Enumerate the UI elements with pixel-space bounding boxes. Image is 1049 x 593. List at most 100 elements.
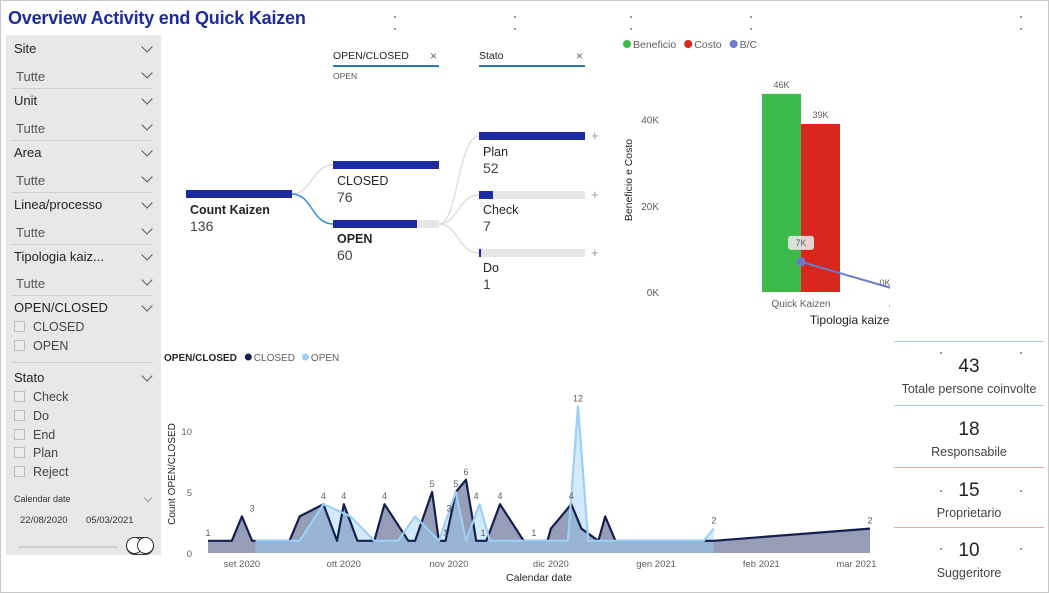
- open-node-bar[interactable]: [333, 220, 439, 228]
- x-tick-label: Activity: [889, 299, 890, 310]
- x-tick-label: nov 2020: [429, 559, 468, 570]
- divider: [12, 88, 152, 89]
- legend-label: Beneficio: [633, 39, 676, 51]
- slicer-linea-label: Linea/processo: [14, 197, 103, 212]
- level-filter-value: OPEN: [333, 71, 358, 81]
- checkbox-open[interactable]: OPEN: [14, 339, 68, 353]
- checkbox-end[interactable]: End: [14, 428, 55, 442]
- point-data-label: 4: [497, 491, 502, 501]
- bc-label-bg: [788, 235, 814, 250]
- bar-fill: [479, 132, 585, 140]
- kpi-label: Proprietario: [936, 506, 1002, 520]
- slicer-tipologia-dropdown[interactable]: Tutte: [16, 276, 46, 291]
- check-node-bar[interactable]: [479, 191, 585, 199]
- y-tick-label: 10: [181, 427, 192, 438]
- underline: [333, 65, 439, 67]
- checkbox-label: OPEN: [33, 339, 69, 353]
- expand-plus-icon[interactable]: +: [591, 187, 599, 202]
- point-data-label: 4: [382, 491, 387, 501]
- date-slider-track[interactable]: [18, 546, 118, 548]
- kpi-card-persone: 43 Totale persone coinvolte: [894, 356, 1044, 396]
- slicer-linea-dropdown[interactable]: Tutte: [16, 225, 46, 240]
- kpi-divider: [894, 341, 1044, 342]
- checkbox-box[interactable]: [14, 410, 25, 421]
- divider: [12, 244, 152, 245]
- start-date-input[interactable]: 22/08/2020: [20, 515, 68, 526]
- divider: [12, 295, 152, 296]
- expand-plus-icon[interactable]: +: [591, 245, 599, 260]
- kpi-label: Suggeritore: [936, 566, 1002, 580]
- checkbox-label: Reject: [33, 465, 69, 479]
- kpi-divider: [894, 467, 1044, 468]
- point-data-label: 4: [569, 491, 574, 501]
- kpi-label: Responsabile: [931, 445, 1007, 459]
- checkbox-box[interactable]: [14, 391, 25, 402]
- plan-node-value: 52: [483, 160, 499, 176]
- checkbox-box[interactable]: [14, 447, 25, 458]
- expand-plus-icon[interactable]: +: [591, 128, 599, 143]
- date-range-slider-handle[interactable]: [126, 537, 154, 555]
- checkbox-box[interactable]: [14, 429, 25, 440]
- level-header-label: Stato: [479, 50, 504, 62]
- close-icon[interactable]: ×: [430, 49, 438, 63]
- kpi-label: Totale persone coinvolte: [901, 382, 1037, 396]
- decomp-level-header-stato[interactable]: Stato ×: [479, 49, 585, 67]
- end-date-input[interactable]: 05/03/2021: [86, 515, 134, 526]
- checkbox-box[interactable]: [14, 340, 25, 351]
- dot-mark: [514, 16, 516, 18]
- checkbox-label: Plan: [33, 446, 59, 460]
- point-data-label: 12: [573, 394, 583, 404]
- checkbox-box[interactable]: [14, 466, 25, 477]
- connector-line: [291, 164, 334, 195]
- close-icon[interactable]: ×: [576, 49, 584, 63]
- slicer-site-label: Site: [14, 41, 37, 56]
- do-node-bar[interactable]: [479, 249, 585, 257]
- checkbox-plan[interactable]: Plan: [14, 446, 58, 460]
- plan-node-bar[interactable]: [479, 132, 585, 140]
- slicer-area-dropdown[interactable]: Tutte: [16, 173, 46, 188]
- bar-fill: [186, 190, 292, 198]
- x-axis-title: Tipologia kaizen: [810, 313, 890, 327]
- calendar-date-label: Calendar date: [14, 494, 71, 504]
- checkbox-do[interactable]: Do: [14, 409, 49, 423]
- slicer-tipologia-label: Tipologia kaiz...: [14, 249, 104, 264]
- checkbox-closed[interactable]: CLOSED: [14, 320, 84, 334]
- checkbox-label: End: [33, 428, 56, 442]
- checkbox-reject[interactable]: Reject: [14, 465, 68, 479]
- y-tick-label: 0: [187, 549, 192, 560]
- root-node-label: Count Kaizen: [190, 203, 270, 217]
- slider-handle-end[interactable]: [137, 537, 154, 554]
- connector-line: [438, 223, 480, 254]
- point-data-label: 5: [430, 479, 435, 489]
- open-line: [255, 405, 715, 542]
- dot-mark: [514, 28, 516, 30]
- dot-mark: [940, 548, 942, 550]
- plan-node-label: Plan: [483, 145, 509, 159]
- x-tick-label: dic 2020: [533, 559, 569, 570]
- dot-mark: [1020, 352, 1022, 354]
- slicer-area-label: Area: [14, 145, 42, 160]
- point-data-label: 6: [464, 467, 469, 477]
- closed-node-bar[interactable]: [333, 161, 439, 169]
- decomp-level-header-open-closed[interactable]: OPEN/CLOSED ×: [333, 49, 439, 67]
- dot-mark: [1020, 16, 1022, 18]
- point-data-label: 4: [474, 491, 479, 501]
- kpi-value: 15: [958, 480, 980, 501]
- kpi-value: 10: [958, 540, 980, 561]
- x-tick-label: feb 2021: [743, 559, 780, 570]
- checkbox-box[interactable]: [14, 321, 25, 332]
- open-node-value: 60: [337, 247, 353, 263]
- root-bar[interactable]: [186, 190, 292, 198]
- x-tick-label: gen 2021: [636, 559, 676, 570]
- slicer-unit-dropdown[interactable]: Tutte: [16, 121, 46, 136]
- checkbox-label: CLOSED: [33, 320, 85, 334]
- y-tick-label: 40K: [641, 116, 659, 127]
- closed-node-value: 76: [337, 189, 353, 205]
- checkbox-label: Check: [33, 390, 69, 404]
- checkbox-check[interactable]: Check: [14, 390, 68, 404]
- bar-fill: [333, 220, 417, 228]
- slicer-site-dropdown[interactable]: Tutte: [16, 69, 46, 84]
- open-node-label: OPEN: [337, 232, 373, 246]
- dot-mark: [1020, 490, 1022, 492]
- y-tick-label: 0K: [647, 288, 660, 299]
